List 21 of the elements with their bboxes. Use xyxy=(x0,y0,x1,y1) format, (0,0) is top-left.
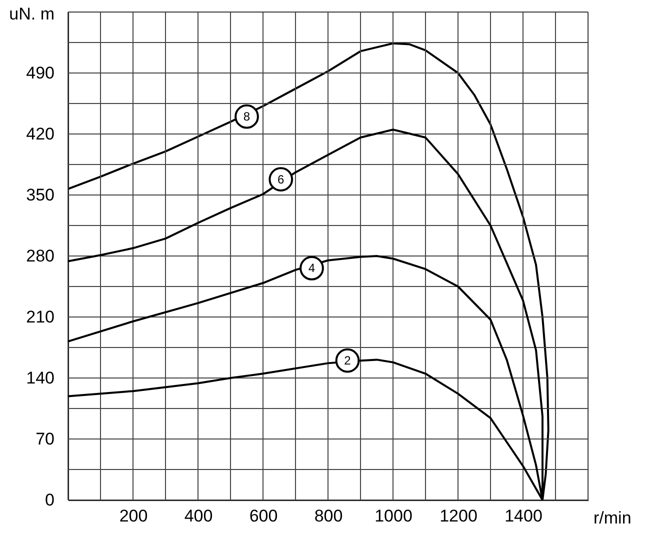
y-tick-label: 140 xyxy=(26,368,54,388)
y-tick-label: 420 xyxy=(26,124,54,144)
y-tick-label: 70 xyxy=(36,430,54,448)
x-tick-label: 400 xyxy=(184,506,213,526)
annotation: 4 xyxy=(308,261,316,276)
x-tick-label: 1400 xyxy=(504,506,542,526)
annotation: 8 xyxy=(243,110,250,124)
y-axis-title: uN. m xyxy=(9,4,54,24)
x-tick-label: 200 xyxy=(119,506,148,526)
y-tick-label: 490 xyxy=(26,64,54,82)
y-tick-label: 210 xyxy=(26,308,54,326)
y-tick-label: 280 xyxy=(26,246,54,266)
x-tick-label: 1200 xyxy=(440,506,478,526)
annotation: 2 xyxy=(344,354,352,368)
annotation: 6 xyxy=(278,172,285,186)
y-tick-label: 0 xyxy=(45,490,54,510)
y-tick-label: 350 xyxy=(26,186,54,204)
x-tick-label: 1000 xyxy=(374,506,412,526)
x-tick-label: 800 xyxy=(314,506,343,526)
x-axis-title: r/min xyxy=(594,508,632,528)
x-tick-label: 600 xyxy=(249,506,278,526)
